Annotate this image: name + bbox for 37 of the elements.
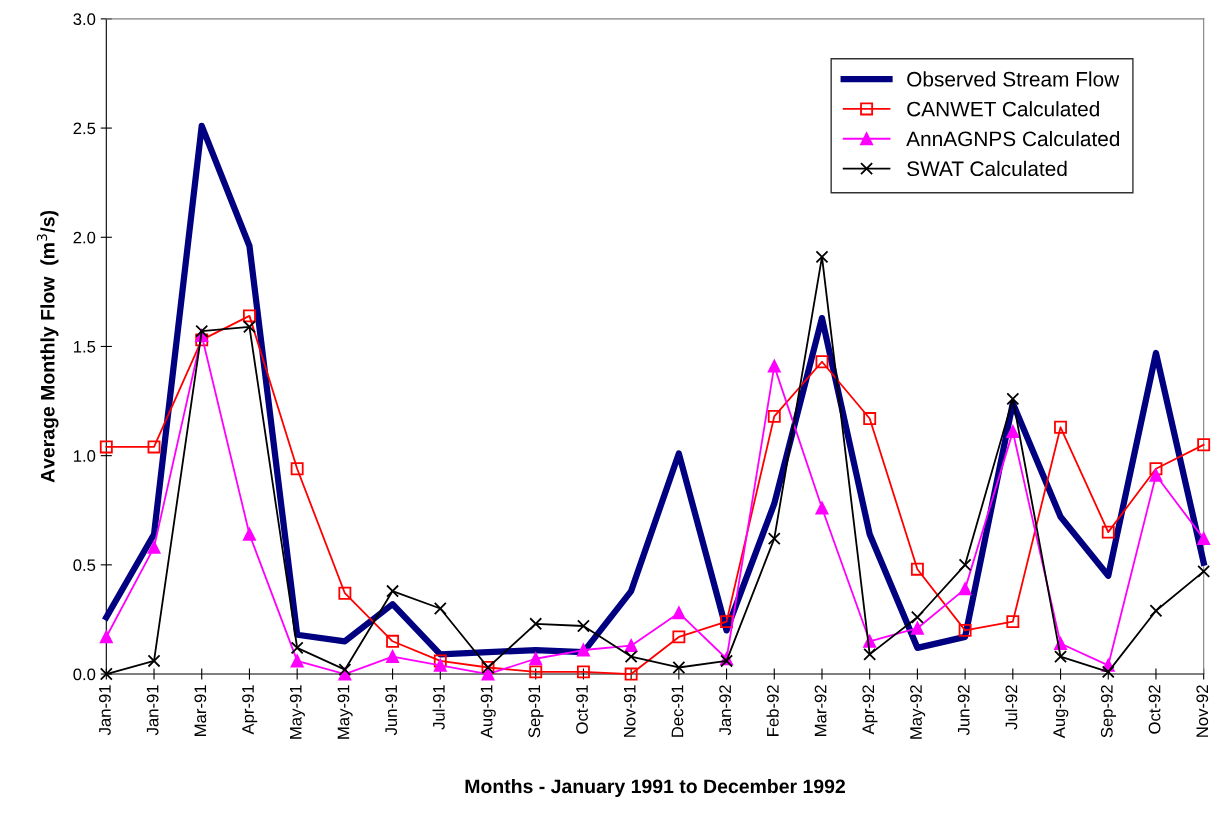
y-tick-label: 2.0 xyxy=(73,231,96,244)
y-tick-label: 2.5 xyxy=(73,122,96,135)
x-tick-label: Mar-92 xyxy=(814,685,827,736)
x-tick-label: Jan-91 xyxy=(98,685,111,736)
legend-label: CANWET Calculated xyxy=(907,101,1099,117)
x-tick-label: Jun-91 xyxy=(385,685,398,736)
x-tick-label: May-91 xyxy=(289,685,305,739)
x-tick-label: Jan-92 xyxy=(719,685,732,736)
x-tick-label: Feb-92 xyxy=(766,685,779,736)
x-tick-label: Jan-91 xyxy=(146,685,159,736)
x-tick-label: Nov-92 xyxy=(1196,685,1209,737)
y-axis-title: Average Monthly Flow (m$^{3}$/s) xyxy=(36,210,59,483)
x-tick-label: Mar-91 xyxy=(194,685,207,736)
x-tick-label: May-92 xyxy=(910,685,926,739)
x-tick-label: Apr-91 xyxy=(242,685,258,735)
x-tick-label: Aug-91 xyxy=(480,685,496,739)
y-tick-label: 1.5 xyxy=(74,341,96,353)
x-tick-label: Nov-91 xyxy=(623,685,636,737)
x-tick-label: Aug-92 xyxy=(1053,685,1069,739)
x-tick-label: May-91 xyxy=(337,685,353,739)
x-tick-label: Jul-91 xyxy=(432,685,445,730)
x-tick-label: Sep-92 xyxy=(1100,685,1117,738)
x-tick-label: Apr-92 xyxy=(862,685,878,735)
x-axis-title: Months - January 1991 to December 1992 xyxy=(465,778,845,798)
x-tick-label: Jun-92 xyxy=(957,685,970,736)
legend-label: Observed Stream Flow xyxy=(907,71,1120,87)
x-tick-label: Dec-91 xyxy=(671,685,684,737)
x-tick-label: Jul-92 xyxy=(1005,685,1018,730)
x-tick-label: Sep-91 xyxy=(528,685,544,738)
legend-label: SWAT Calculated xyxy=(907,160,1067,177)
x-tick-label: Oct-92 xyxy=(1148,685,1161,734)
y-tick-label: 1.0 xyxy=(74,450,96,462)
x-tick-label: Oct-91 xyxy=(576,685,588,734)
y-tick-label: 3.0 xyxy=(73,13,96,26)
y-tick-label: 0.5 xyxy=(73,559,96,572)
legend-label: AnnAGNPS Calculated xyxy=(906,130,1120,147)
y-tick-label: 0.0 xyxy=(73,668,96,681)
